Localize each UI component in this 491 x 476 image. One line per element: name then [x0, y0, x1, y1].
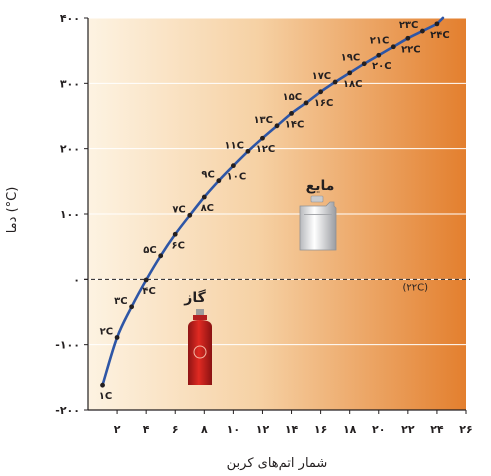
data-point [260, 135, 265, 141]
data-label: ۳C [114, 296, 127, 307]
x-tick-label: ۲۴ [430, 423, 444, 436]
data-points [100, 21, 440, 388]
gas-region-label: گاز [183, 289, 206, 306]
data-point [245, 148, 251, 154]
data-point [172, 231, 178, 237]
data-point [376, 52, 382, 58]
x-tick-label: ۴ [143, 423, 150, 436]
data-label: ۱۲C [256, 144, 276, 155]
data-point [158, 253, 164, 259]
data-point [405, 35, 411, 41]
data-label: ۲۲C [401, 44, 421, 55]
data-label: ۹C [201, 170, 214, 181]
x-tick-label: ۲۰ [372, 423, 385, 436]
data-point [434, 21, 440, 27]
data-label: ۱۳C [253, 115, 273, 126]
data-point [419, 28, 425, 34]
data-point [216, 178, 222, 184]
data-label: ۱۰C [227, 172, 247, 183]
data-label: ۲۱C [370, 36, 390, 47]
data-label: ۴C [142, 286, 155, 297]
x-tick-label: ۶ [172, 423, 179, 436]
gas-cylinder-image [188, 309, 212, 385]
y-tick-label: ۰ [73, 273, 80, 286]
data-point [390, 44, 396, 50]
y-tick-label: ۱۰۰ [60, 208, 80, 221]
data-label: ۶C [172, 240, 185, 251]
y-tick-label: ۳۰۰ [60, 77, 80, 90]
data-point [129, 304, 135, 310]
x-tick-label: ۲۲ [401, 423, 415, 436]
data-point [201, 194, 207, 200]
data-label: ۵C [143, 245, 156, 256]
x-tick-labels: ۲ ۴ ۶ ۸ ۱۰ ۱۲ ۱۴ ۱۶ ۱۸ ۲۰ ۲۲ ۲۴ ۲۶ [114, 410, 473, 436]
data-label: ۱۸C [343, 79, 363, 90]
data-label: ۸C [201, 203, 214, 214]
y-tick-label: ۲۰۰ [60, 143, 80, 156]
data-point [187, 212, 193, 218]
x-tick-label: ۱۰ [227, 423, 240, 436]
data-label: ۱۷C [312, 71, 332, 82]
data-point [347, 70, 353, 76]
x-tick-label: ۱۴ [285, 423, 299, 436]
data-point [289, 110, 294, 116]
data-label: ۷C [172, 204, 185, 215]
data-point [361, 61, 367, 67]
data-label: ۱C [99, 391, 112, 402]
x-tick-label: ۸ [201, 423, 208, 436]
data-label: ۱۱C [224, 140, 244, 151]
y-tick-label: -۱۰۰ [55, 339, 80, 352]
x-tick-label: ۱۲ [256, 423, 270, 436]
data-point [100, 382, 105, 388]
data-label: ۱۶C [314, 98, 334, 109]
y-tick-label: -۲۰۰ [55, 404, 80, 417]
data-label: ۲۰C [372, 61, 392, 72]
data-point [318, 89, 324, 95]
x-tick-label: ۱۶ [314, 423, 327, 436]
data-label: ۲۳C [399, 20, 419, 31]
data-point [274, 123, 280, 129]
data-label: ۲۴C [430, 30, 450, 41]
x-axis-title: شمار اتم‌های کربن [227, 456, 328, 471]
x-tick-label: ۲۶ [459, 423, 472, 436]
data-label: ۲C [100, 326, 113, 337]
y-tick-labels: -۲۰۰ -۱۰۰ ۰ ۱۰۰ ۲۰۰ ۳۰۰ ۴۰۰ [55, 12, 88, 417]
data-labels: ۱C ۲C ۳C ۴C ۵C ۶C ۷C ۸C ۹C ۱۰C ۱۱C ۱۲C ۱۳C ۱۴C ۱۵C ۱۶C ۱… [99, 20, 450, 402]
data-point [114, 335, 120, 340]
y-axis-title: دما (°C) [5, 187, 20, 234]
liquid-container-image [299, 195, 337, 251]
data-label: ۱۵C [283, 92, 303, 103]
data-point [303, 100, 309, 106]
data-point [143, 277, 149, 283]
data-point [230, 163, 236, 169]
data-label: ۱۴C [285, 119, 305, 130]
x-tick-label: ۲ [114, 423, 121, 436]
data-point [332, 79, 338, 85]
liquid-region-label: مایع [306, 178, 335, 194]
data-label: ۱۹C [341, 53, 361, 64]
y-tick-label: ۴۰۰ [60, 12, 80, 25]
x-tick-label: ۱۸ [343, 423, 357, 436]
reference-line-label: (۲۲C) [402, 282, 428, 293]
